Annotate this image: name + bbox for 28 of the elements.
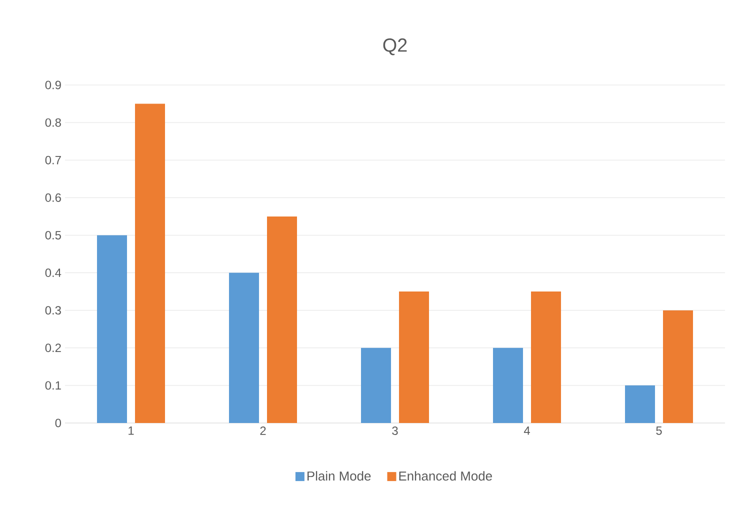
y-tick-label: 0.1 — [45, 381, 61, 390]
y-tick-label: 0.5 — [45, 230, 61, 240]
bar — [135, 104, 166, 423]
bar — [399, 292, 430, 423]
bar — [625, 385, 655, 423]
y-tick-label: 0.4 — [45, 268, 62, 277]
x-tick-label: 3 — [392, 426, 398, 435]
x-tick-label: 1 — [128, 426, 134, 435]
x-tick-label: 4 — [524, 426, 530, 435]
y-tick-label: 0.9 — [45, 80, 61, 90]
bar — [663, 310, 693, 423]
y-tick-label: 0.6 — [45, 193, 61, 202]
legend-label: Enhanced Mode — [399, 471, 492, 481]
x-tick-label: 2 — [260, 426, 266, 435]
bar — [97, 235, 128, 423]
y-tick-label: 0.3 — [45, 306, 61, 315]
y-tick-label: 0.8 — [45, 118, 61, 127]
y-tick-label: 0.7 — [45, 156, 61, 164]
bar — [229, 272, 260, 423]
y-tick-label: 0.2 — [45, 344, 61, 352]
bar — [361, 348, 392, 423]
y-tick-label: 0 — [55, 418, 62, 428]
bar — [267, 216, 298, 423]
legend-label: Plain Mode — [308, 471, 371, 481]
bar — [493, 348, 524, 423]
chart-title: Q2 — [383, 38, 407, 56]
x-tick-label: 5 — [656, 426, 662, 435]
bar — [531, 292, 562, 423]
